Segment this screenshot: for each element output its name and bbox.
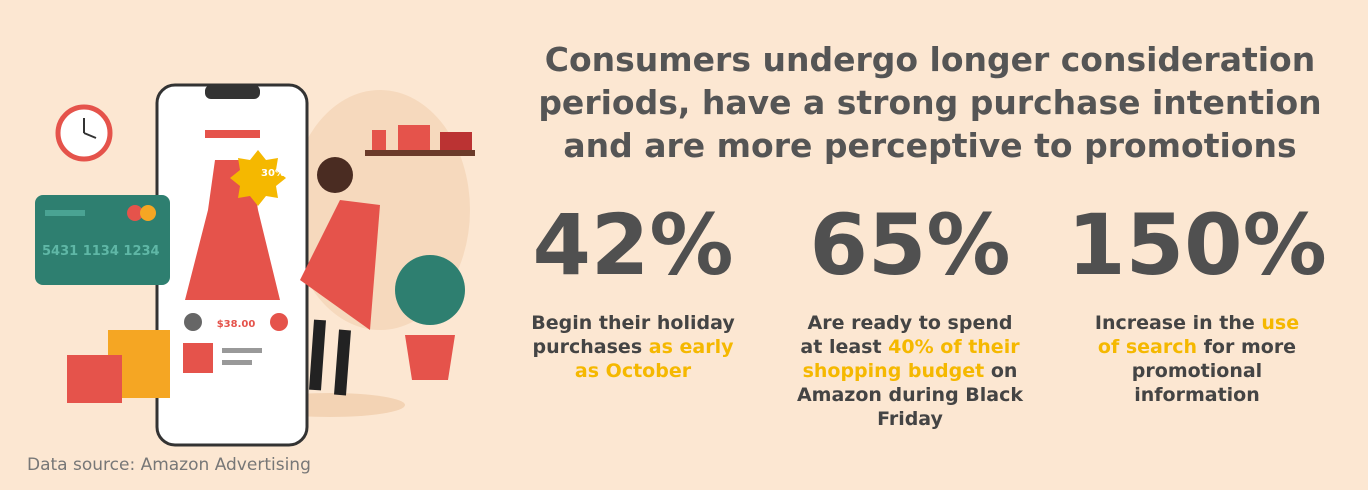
stat: 65% Are ready to spend at least 40% of th… (765, 195, 1055, 431)
arrow-right (270, 313, 288, 331)
pot (372, 130, 386, 150)
text: on Amazon during Black Friday (796, 360, 1024, 430)
card-logo (140, 205, 156, 221)
text: Increase in the (1094, 312, 1262, 334)
card-stripe (45, 210, 85, 216)
thumb (183, 343, 213, 373)
text: for more promotional information (1131, 336, 1297, 406)
bar (205, 130, 260, 138)
stat: 42% Begin their holiday purchases as earl… (488, 195, 778, 383)
books (440, 132, 472, 150)
stat-value: 65% (809, 196, 1011, 294)
badge (230, 150, 286, 206)
illustration: 5431 1134 1234 30% $38.00 (35, 83, 475, 447)
held-dress (300, 200, 380, 330)
stat-value: 42% (532, 196, 734, 294)
text: Begin their holiday purchases (531, 312, 735, 358)
stat-description: Are ready to spend at least 40% of their… (795, 311, 1025, 431)
highlight-text: as early as October (574, 336, 734, 382)
badge-text: 30% (261, 168, 285, 179)
frame (398, 125, 430, 150)
price: $38.00 (217, 319, 256, 330)
plant (395, 255, 465, 325)
highlight-text: 40% of their shopping budget (802, 336, 1020, 382)
stat-description: Begin their holiday purchases as early a… (518, 311, 748, 383)
stat-description: Increase in the use of search for more p… (1082, 311, 1312, 407)
stat: 150% Increase in the use of search for mo… (1052, 195, 1342, 407)
shelf (365, 150, 475, 156)
highlight-text: use of search (1097, 312, 1300, 358)
phone-notch (205, 85, 260, 99)
stat-value: 150% (1067, 196, 1327, 294)
plant-pot (405, 335, 455, 380)
text: Are ready to spend at least (800, 312, 1013, 358)
dress (185, 160, 280, 300)
card-logo (127, 205, 143, 221)
line (222, 348, 262, 353)
title: Consumers undergo longer consideration p… (538, 40, 1322, 165)
card-number: 5431 1134 1234 (42, 244, 160, 259)
legs (309, 319, 351, 396)
head (317, 157, 353, 193)
line (222, 360, 252, 365)
bag (67, 355, 122, 403)
clock-hands (83, 118, 97, 139)
source: Data source: Amazon Advertising (27, 455, 311, 475)
arrow-left (184, 313, 202, 331)
